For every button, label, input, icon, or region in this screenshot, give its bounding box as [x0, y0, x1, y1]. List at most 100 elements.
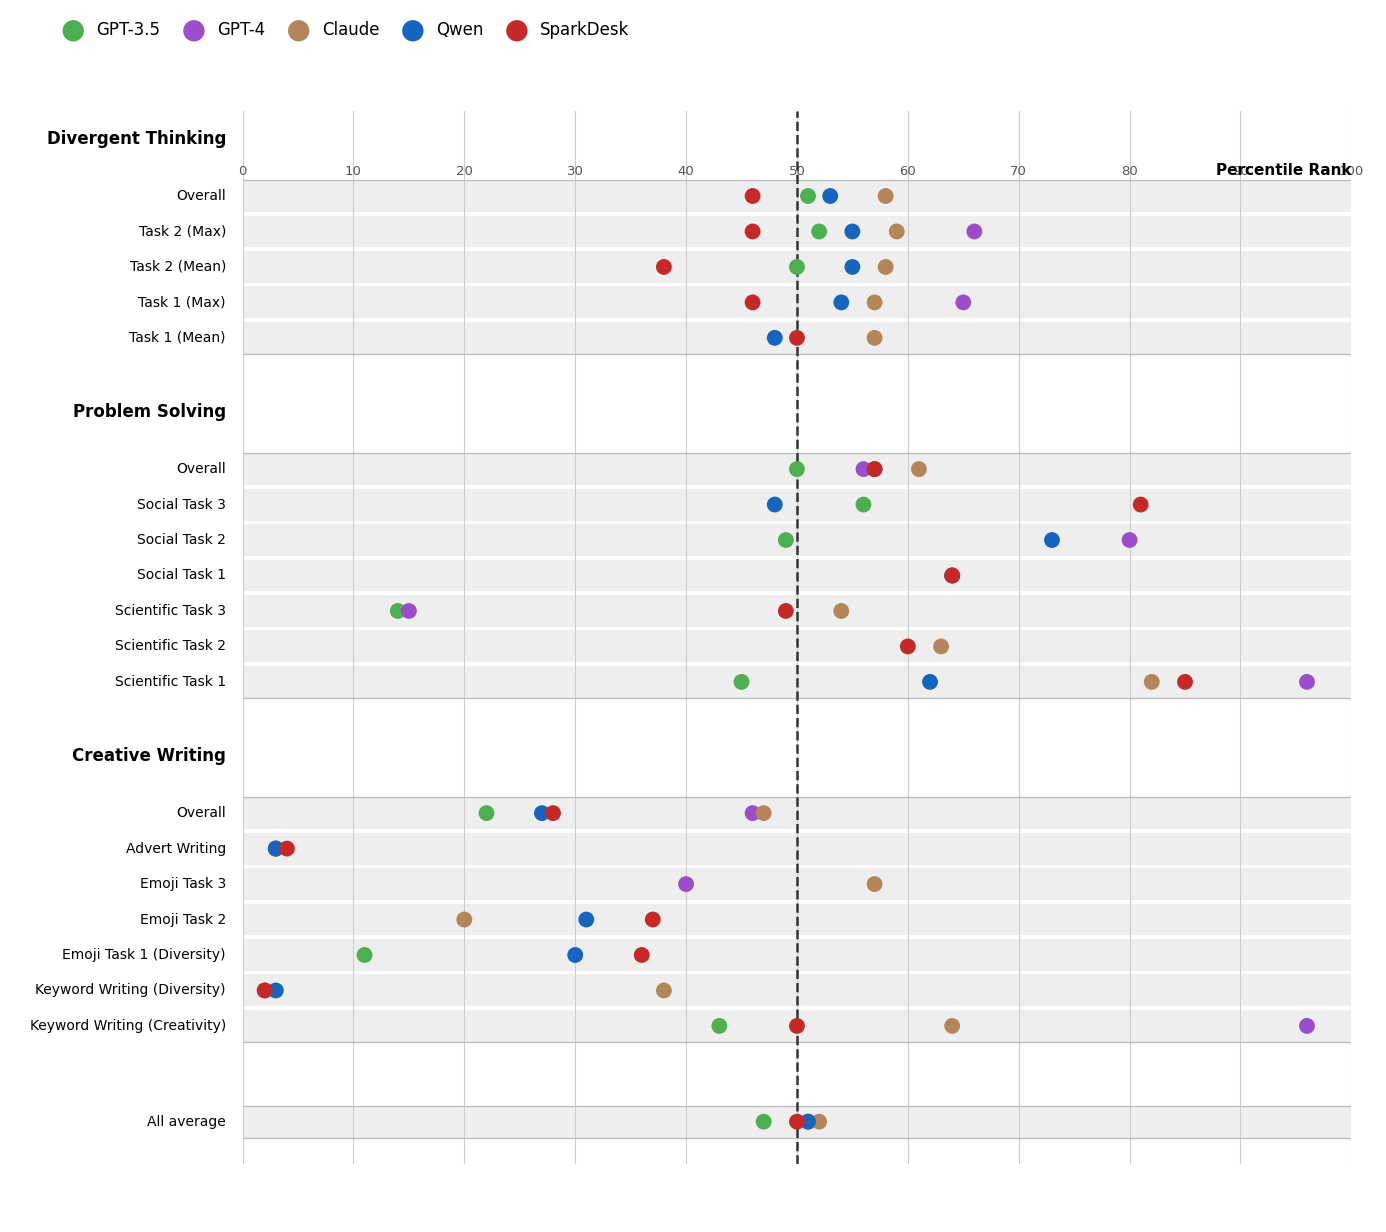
Point: [254, 981, 276, 1000]
Bar: [243, 631, 1351, 663]
Point: [265, 981, 287, 1000]
Point: [875, 186, 897, 206]
Point: [830, 601, 852, 621]
Point: [265, 839, 287, 859]
Text: Task 1 (Mean): Task 1 (Mean): [129, 331, 226, 345]
Text: Scientific Task 1: Scientific Task 1: [115, 675, 226, 689]
Text: Social Task 2: Social Task 2: [137, 533, 226, 547]
Text: Creative Writing: Creative Writing: [72, 748, 226, 765]
Point: [908, 460, 930, 479]
Text: Advert Writing: Advert Writing: [126, 841, 226, 855]
Point: [941, 565, 963, 585]
Point: [863, 460, 886, 479]
Text: Task 1 (Max): Task 1 (Max): [139, 296, 226, 309]
Point: [786, 1111, 808, 1131]
Text: 100: 100: [1339, 165, 1364, 179]
Point: [775, 530, 797, 549]
Point: [841, 222, 863, 241]
Point: [786, 328, 808, 347]
Text: Overall: Overall: [176, 462, 226, 476]
Point: [276, 839, 298, 859]
Text: 60: 60: [900, 165, 916, 179]
Text: Keyword Writing (Diversity): Keyword Writing (Diversity): [36, 983, 226, 998]
Bar: [243, 322, 1351, 354]
Text: Percentile Rank: Percentile Rank: [1216, 164, 1351, 179]
Point: [675, 875, 697, 894]
Bar: [243, 286, 1351, 318]
Point: [841, 257, 863, 277]
Point: [575, 909, 597, 929]
Text: Social Task 1: Social Task 1: [137, 568, 226, 583]
Point: [730, 671, 753, 691]
Bar: [243, 453, 1351, 485]
Point: [797, 186, 819, 206]
Text: 90: 90: [1232, 165, 1249, 179]
Point: [764, 328, 786, 347]
Point: [963, 222, 985, 241]
Point: [797, 1111, 819, 1131]
Point: [398, 601, 420, 621]
Text: Problem Solving: Problem Solving: [73, 403, 226, 421]
Bar: [243, 833, 1351, 865]
Point: [852, 495, 875, 515]
Point: [1130, 495, 1152, 515]
Point: [753, 803, 775, 823]
Text: 30: 30: [567, 165, 584, 179]
Point: [1041, 530, 1063, 549]
Text: 0: 0: [238, 165, 247, 179]
Text: Social Task 3: Social Task 3: [137, 498, 226, 511]
Text: All average: All average: [147, 1115, 226, 1129]
Point: [875, 257, 897, 277]
Point: [265, 839, 287, 859]
Bar: [243, 903, 1351, 935]
Point: [753, 1111, 775, 1131]
Text: Emoji Task 1 (Diversity): Emoji Task 1 (Diversity): [62, 947, 226, 962]
Point: [742, 803, 764, 823]
Bar: [243, 559, 1351, 591]
Point: [1174, 671, 1196, 691]
Point: [1119, 530, 1141, 549]
Point: [265, 839, 287, 859]
Point: [742, 292, 764, 312]
Text: 70: 70: [1010, 165, 1027, 179]
Point: [1141, 671, 1163, 691]
Point: [786, 257, 808, 277]
Point: [265, 839, 287, 859]
Text: 50: 50: [789, 165, 805, 179]
Point: [1296, 671, 1318, 691]
Point: [863, 328, 886, 347]
Text: 20: 20: [456, 165, 473, 179]
Bar: [243, 797, 1351, 829]
Bar: [243, 489, 1351, 520]
Point: [863, 292, 886, 312]
Point: [542, 803, 564, 823]
Point: [531, 803, 553, 823]
Text: Emoji Task 3: Emoji Task 3: [140, 877, 226, 891]
Text: 80: 80: [1121, 165, 1138, 179]
Point: [808, 222, 830, 241]
Point: [708, 1016, 730, 1036]
Text: Scientific Task 2: Scientific Task 2: [115, 639, 226, 653]
Bar: [243, 1106, 1351, 1137]
Point: [254, 981, 276, 1000]
Text: 40: 40: [678, 165, 694, 179]
Bar: [243, 595, 1351, 627]
Point: [919, 671, 941, 691]
Point: [897, 637, 919, 657]
Point: [775, 601, 797, 621]
Point: [453, 909, 475, 929]
Text: Task 2 (Mean): Task 2 (Mean): [129, 260, 226, 274]
Text: Emoji Task 2: Emoji Task 2: [140, 913, 226, 926]
Point: [808, 1111, 830, 1131]
Bar: [243, 524, 1351, 556]
Point: [863, 460, 886, 479]
Point: [941, 565, 963, 585]
Point: [742, 222, 764, 241]
Point: [353, 945, 376, 965]
Text: 10: 10: [345, 165, 362, 179]
Point: [631, 945, 653, 965]
Point: [475, 803, 498, 823]
Bar: [243, 1010, 1351, 1042]
Point: [941, 1016, 963, 1036]
Point: [886, 222, 908, 241]
